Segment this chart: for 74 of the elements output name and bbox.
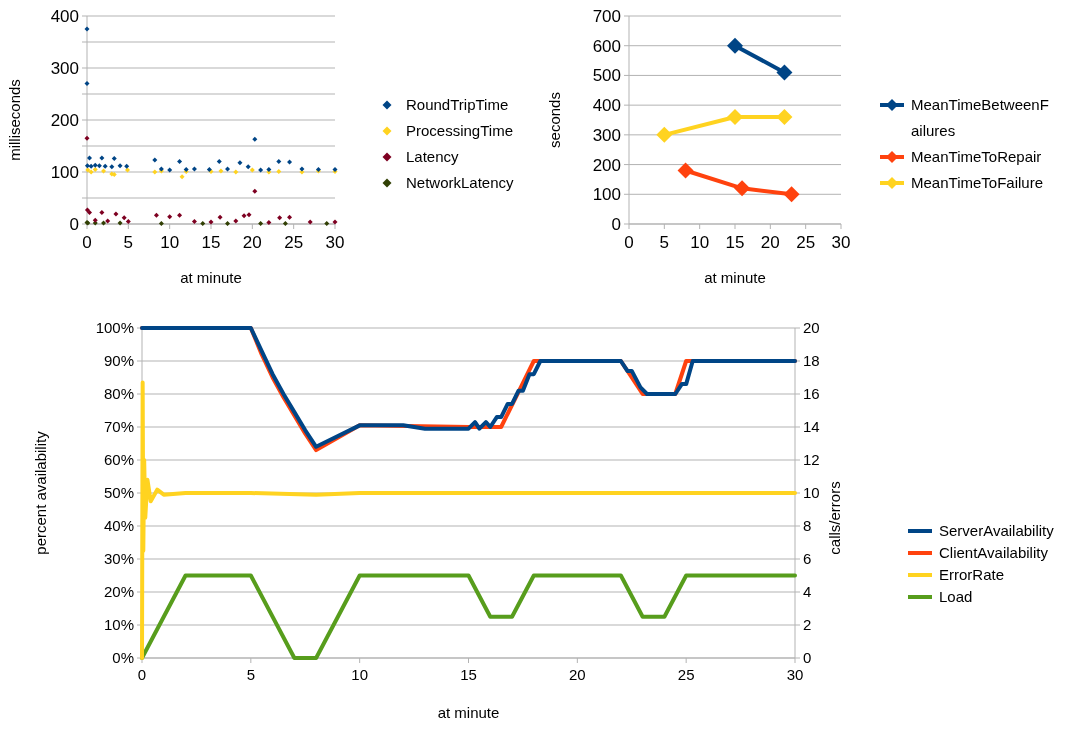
y2-tick-label: 18	[803, 352, 820, 370]
y-tick-label: 10%	[103, 616, 134, 634]
x-tick-label: 10	[351, 666, 369, 683]
x-axis-title: at minute	[704, 269, 766, 286]
y-tick-label: 20%	[103, 583, 134, 601]
y-tick-label: 100	[50, 162, 79, 182]
y-tick-label: 90%	[103, 352, 134, 370]
y-tick-label: 0	[69, 214, 79, 234]
x-axis-title: at minute	[180, 269, 242, 286]
legend-label: NetworkLatency	[406, 174, 515, 192]
y-tick-label: 300	[50, 58, 79, 78]
x-tick-label: 30	[325, 232, 345, 252]
x-tick-label: 0	[137, 666, 147, 683]
y-tick-label: 40%	[103, 517, 134, 535]
legend-label: MeanTimeToRepair	[911, 148, 1042, 166]
legend-label: RoundTripTime	[406, 96, 509, 114]
y-tick-label: 100	[592, 185, 621, 205]
y-tick-label: 100%	[95, 319, 134, 337]
x-tick-label: 10	[690, 232, 710, 252]
legend-label: Latency	[406, 148, 460, 166]
y2-tick-label: 4	[803, 583, 812, 601]
legend-label: ProcessingTime	[406, 122, 513, 140]
x-tick-label: 15	[460, 666, 477, 683]
x-tick-label: 20	[242, 232, 262, 252]
y-axis-title: seconds	[546, 92, 563, 148]
y-tick-label: 400	[592, 96, 621, 116]
x-tick-label: 0	[82, 232, 92, 252]
y2-tick-label: 16	[803, 385, 820, 403]
y-tick-label: 70%	[103, 418, 134, 436]
y-tick-label: 400	[50, 6, 79, 26]
y-tick-label: 700	[592, 6, 621, 26]
x-tick-label: 20	[760, 232, 780, 252]
y-tick-label: 80%	[103, 385, 134, 403]
x-tick-label: 25	[284, 232, 304, 252]
x-tick-label: 5	[659, 232, 670, 252]
legend-label: MeanTimeBetweenFailures	[911, 96, 1049, 140]
x-tick-label: 25	[796, 232, 816, 252]
y2-tick-label: 20	[803, 319, 820, 337]
y2-tick-label: 6	[803, 550, 812, 568]
legend-label: MeanTimeToFailure	[911, 174, 1043, 192]
y-tick-label: 60%	[103, 451, 134, 469]
x-tick-label: 0	[624, 232, 634, 252]
y-tick-label: 200	[50, 110, 79, 130]
y-tick-label: 0%	[112, 649, 134, 667]
legend-label: ClientAvailability	[939, 544, 1049, 562]
x-tick-label: 5	[123, 232, 134, 252]
x-tick-label: 20	[568, 666, 586, 683]
y-tick-label: 30%	[103, 550, 134, 568]
x-tick-label: 15	[201, 232, 221, 252]
x-tick-label: 30	[786, 666, 804, 683]
legend-label: Load	[939, 588, 973, 606]
x-tick-label: 25	[677, 666, 695, 683]
y-tick-label: 500	[592, 66, 621, 86]
y2-tick-label: 10	[803, 484, 820, 502]
y-tick-label: 300	[592, 125, 621, 145]
y-tick-label: 600	[592, 36, 621, 56]
y-axis-title: percent availability	[32, 430, 49, 555]
legend-label: ErrorRate	[939, 566, 1005, 584]
x-tick-label: 5	[246, 666, 256, 683]
y2-tick-label: 12	[803, 451, 820, 469]
x-tick-label: 10	[160, 232, 180, 252]
y-tick-label: 200	[592, 155, 621, 175]
legend-label: ServerAvailability	[939, 522, 1055, 540]
x-axis-title: at minute	[437, 704, 500, 721]
x-tick-label: 30	[831, 232, 851, 252]
y2-tick-label: 0	[803, 649, 812, 667]
y2-tick-label: 8	[803, 517, 812, 535]
y2-tick-label: 2	[803, 616, 812, 634]
y-tick-label: 0	[611, 214, 621, 234]
x-tick-label: 15	[725, 232, 745, 252]
y2-tick-label: 14	[803, 418, 820, 436]
y-axis-title: milliseconds	[6, 79, 23, 161]
y2-axis-title: calls/errors	[826, 481, 843, 555]
y-tick-label: 50%	[103, 484, 134, 502]
